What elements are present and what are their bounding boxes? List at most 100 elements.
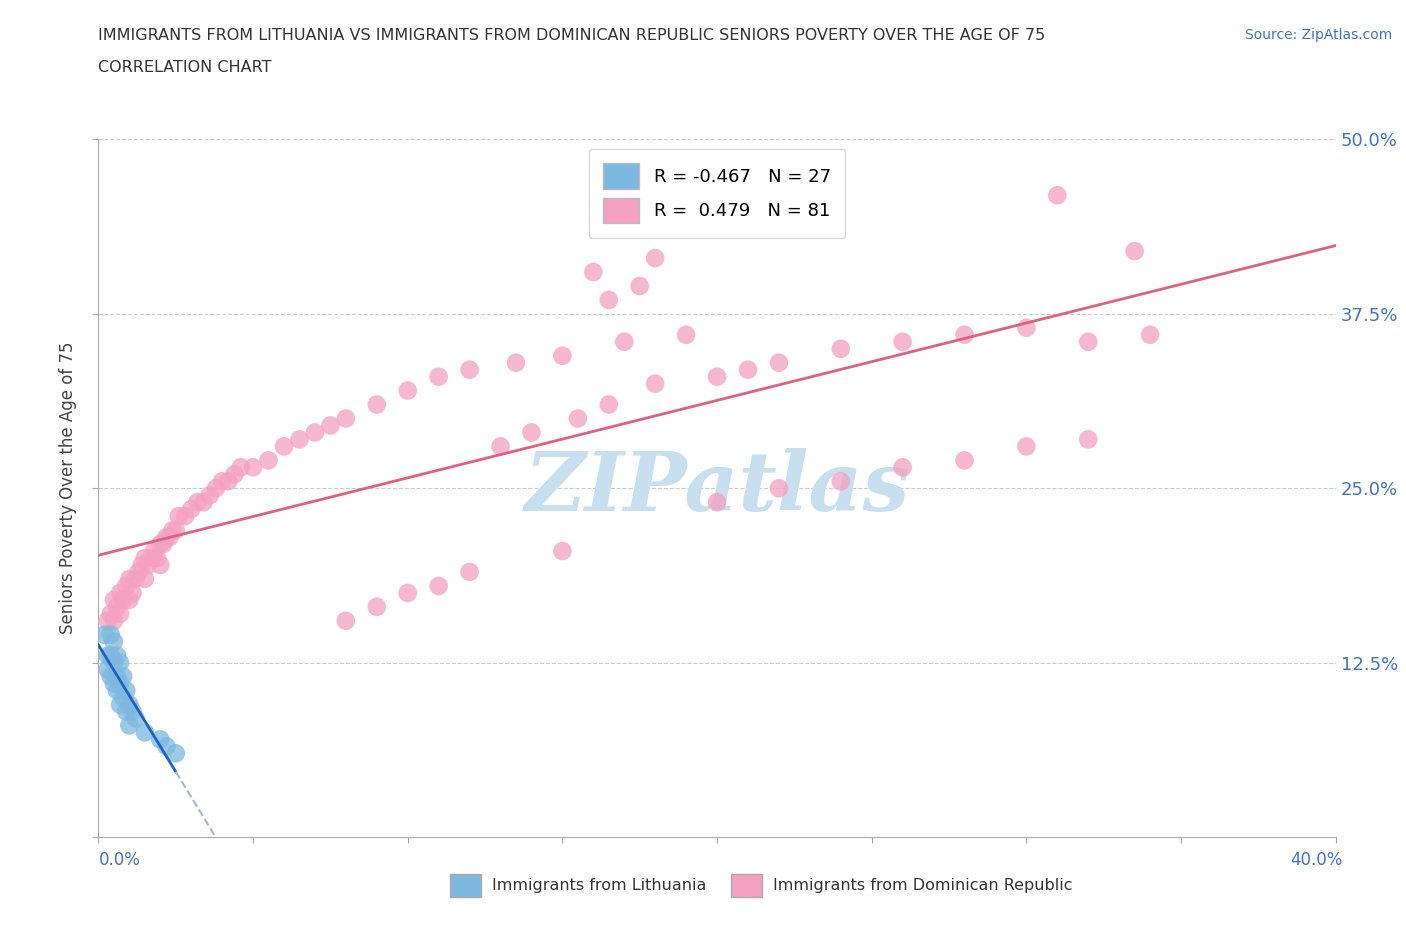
Point <box>174 509 197 524</box>
Point <box>458 565 481 579</box>
Point <box>229 460 252 474</box>
Point <box>165 746 187 761</box>
Point <box>108 698 131 712</box>
Point <box>118 592 141 607</box>
Point <box>112 670 135 684</box>
Point <box>165 523 187 538</box>
Point <box>97 648 120 663</box>
Point <box>953 453 976 468</box>
Point <box>118 571 141 587</box>
Point <box>93 628 115 643</box>
Point <box>366 397 388 412</box>
Point <box>1046 188 1069 203</box>
Point <box>205 481 228 496</box>
Point <box>152 537 174 551</box>
Point <box>830 474 852 489</box>
Text: CORRELATION CHART: CORRELATION CHART <box>98 60 271 75</box>
Point <box>505 355 527 370</box>
Point <box>180 502 202 517</box>
Point <box>1077 334 1099 349</box>
Point <box>139 551 162 565</box>
Point <box>121 586 143 601</box>
Point <box>953 327 976 342</box>
Point <box>706 369 728 384</box>
Point <box>134 571 156 587</box>
Point <box>598 293 620 308</box>
Point <box>217 474 239 489</box>
Point <box>105 683 128 698</box>
Point <box>198 488 221 503</box>
Point <box>304 425 326 440</box>
Point <box>155 738 177 753</box>
Point <box>103 592 125 607</box>
Point <box>155 530 177 545</box>
Point <box>124 711 146 725</box>
Point <box>598 397 620 412</box>
Point <box>108 586 131 601</box>
Point <box>706 495 728 510</box>
Point <box>149 537 172 551</box>
Y-axis label: Seniors Poverty Over the Age of 75: Seniors Poverty Over the Age of 75 <box>59 342 77 634</box>
Point <box>1123 244 1146 259</box>
Point <box>149 558 172 573</box>
Point <box>1077 432 1099 447</box>
Point <box>121 704 143 719</box>
Point <box>134 551 156 565</box>
Point <box>427 369 450 384</box>
Point <box>115 704 138 719</box>
Point <box>768 355 790 370</box>
Point <box>103 614 125 629</box>
Point <box>396 586 419 601</box>
Point <box>891 460 914 474</box>
Point <box>768 481 790 496</box>
Point <box>146 551 169 565</box>
Text: IMMIGRANTS FROM LITHUANIA VS IMMIGRANTS FROM DOMINICAN REPUBLIC SENIORS POVERTY : IMMIGRANTS FROM LITHUANIA VS IMMIGRANTS … <box>98 28 1046 43</box>
Point <box>335 411 357 426</box>
Point <box>103 656 125 671</box>
Point <box>105 648 128 663</box>
Point <box>136 558 159 573</box>
Point <box>737 363 759 378</box>
Point <box>100 606 122 621</box>
Point <box>97 662 120 677</box>
Point <box>1015 320 1038 336</box>
Point <box>159 530 181 545</box>
Point <box>644 376 666 391</box>
Point <box>112 690 135 705</box>
Point <box>112 592 135 607</box>
Point <box>162 523 184 538</box>
Point <box>520 425 543 440</box>
Point <box>100 628 122 643</box>
Point <box>105 600 128 615</box>
Text: 0.0%: 0.0% <box>98 851 141 869</box>
Point <box>124 571 146 587</box>
Point <box>1139 327 1161 342</box>
Point <box>108 676 131 691</box>
Text: Immigrants from Lithuania: Immigrants from Lithuania <box>492 878 706 894</box>
Point <box>115 683 138 698</box>
Point <box>186 495 208 510</box>
Point <box>396 383 419 398</box>
Point <box>675 327 697 342</box>
Point <box>335 614 357 629</box>
Point <box>100 648 122 663</box>
Point <box>366 600 388 615</box>
Point <box>97 614 120 629</box>
Point <box>118 718 141 733</box>
Point <box>211 474 233 489</box>
Point <box>458 363 481 378</box>
Point <box>551 543 574 558</box>
Text: Source: ZipAtlas.com: Source: ZipAtlas.com <box>1244 28 1392 42</box>
Point <box>257 453 280 468</box>
Point <box>891 334 914 349</box>
Text: Immigrants from Dominican Republic: Immigrants from Dominican Republic <box>773 878 1073 894</box>
Point <box>567 411 589 426</box>
Point <box>193 495 215 510</box>
Point <box>134 725 156 740</box>
Point <box>427 578 450 593</box>
Text: 40.0%: 40.0% <box>1291 851 1343 869</box>
Point <box>128 565 150 579</box>
Point <box>551 349 574 364</box>
Point <box>143 543 166 558</box>
Point <box>105 670 128 684</box>
